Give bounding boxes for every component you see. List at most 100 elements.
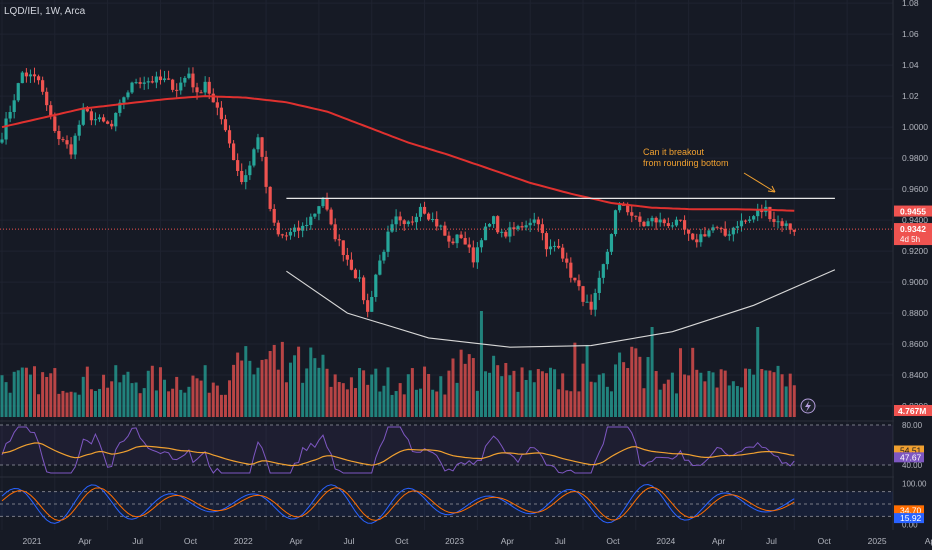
volume-bar bbox=[158, 367, 162, 417]
volume-bar bbox=[126, 371, 130, 417]
candle-body bbox=[366, 300, 370, 312]
volume-bar bbox=[703, 381, 707, 417]
volume-bar bbox=[744, 368, 748, 417]
volume-bar bbox=[528, 370, 532, 417]
symbol-title[interactable]: LQD/IEI, 1W, Arca bbox=[4, 6, 86, 17]
price-axis[interactable]: 1.08 1.06 1.04 1.02 1.0000 0.9800 0.9600 0.9400… bbox=[894, 0, 932, 550]
candle-body bbox=[394, 216, 398, 225]
candle-body bbox=[589, 301, 593, 310]
volume-bar bbox=[557, 389, 561, 417]
candle-body bbox=[471, 247, 475, 263]
candle-body bbox=[756, 209, 760, 217]
volume-bar bbox=[467, 354, 471, 417]
volume-bar bbox=[488, 372, 492, 417]
candle-body bbox=[154, 76, 158, 83]
candle-body bbox=[504, 231, 508, 237]
volume-bar bbox=[707, 370, 711, 417]
candle-body bbox=[16, 83, 20, 101]
volume-bar bbox=[475, 390, 479, 417]
candle-body bbox=[528, 222, 532, 226]
candle-body bbox=[252, 149, 256, 166]
volume-bar bbox=[772, 372, 776, 417]
rsi-label-box-1 bbox=[894, 452, 924, 463]
candle-body bbox=[443, 225, 447, 236]
candle-body bbox=[138, 82, 142, 84]
volume-bar bbox=[565, 390, 569, 417]
volume-bar bbox=[788, 373, 792, 417]
time-axis[interactable]: 2021 Apr Jul Oct 2022 Apr Jul Oct 2023 Apr Jul Oct 2… bbox=[0, 531, 932, 550]
candle-body bbox=[227, 130, 232, 144]
price-tick-3: 1.02 bbox=[902, 91, 919, 101]
lightning-icon[interactable] bbox=[800, 398, 816, 414]
price-tick-7: 0.9400 bbox=[902, 215, 928, 225]
volume-bar bbox=[232, 364, 236, 417]
volume-bar bbox=[219, 394, 223, 417]
candle-body bbox=[122, 97, 126, 103]
candle-body bbox=[788, 223, 792, 230]
volume-bar bbox=[134, 382, 138, 417]
candle-body bbox=[268, 186, 272, 209]
candle-body bbox=[130, 82, 134, 93]
volume-bar bbox=[362, 370, 366, 417]
candle-body bbox=[386, 231, 390, 252]
candle-body bbox=[183, 77, 187, 83]
candle-body bbox=[256, 137, 260, 150]
candle-body bbox=[711, 227, 715, 231]
volume-bar bbox=[423, 366, 427, 417]
candle-body bbox=[601, 264, 605, 278]
volume-bar bbox=[264, 359, 268, 417]
candle-body bbox=[463, 238, 467, 245]
volume-bar bbox=[33, 366, 37, 417]
volume-bar bbox=[500, 376, 504, 417]
candle-body bbox=[662, 219, 666, 224]
volume-bar bbox=[297, 346, 301, 417]
volume-bar bbox=[553, 369, 557, 417]
volume-bar bbox=[654, 371, 658, 417]
volume-bar bbox=[191, 375, 195, 417]
volume-bar bbox=[646, 357, 650, 417]
volume-bar bbox=[142, 388, 146, 417]
rsi-tick-1: 40.00 bbox=[902, 461, 923, 470]
candle-body bbox=[613, 210, 618, 235]
candle-body bbox=[752, 216, 756, 220]
candle-body bbox=[516, 226, 520, 230]
trend-drawings[interactable] bbox=[0, 197, 893, 348]
volume-bar bbox=[122, 374, 126, 417]
volume-bar bbox=[309, 347, 313, 417]
candle-body bbox=[451, 241, 455, 244]
candle-body bbox=[475, 247, 479, 263]
volume-bar bbox=[341, 383, 345, 417]
volume-bar bbox=[179, 389, 183, 417]
volume-bar bbox=[321, 354, 325, 417]
time-tick-4: 2022 bbox=[234, 536, 253, 546]
volume-bar bbox=[614, 364, 618, 417]
candle-body bbox=[166, 78, 171, 80]
candle-body bbox=[110, 123, 114, 127]
lightning-icon-bolt bbox=[805, 401, 811, 412]
candle-body bbox=[32, 74, 37, 77]
candle-body bbox=[784, 223, 788, 226]
volume-bar bbox=[398, 383, 402, 417]
candle-body bbox=[280, 234, 284, 236]
volume-bar bbox=[211, 382, 215, 417]
candle-body bbox=[650, 217, 654, 222]
volume-bar bbox=[280, 341, 284, 417]
candle-body bbox=[747, 219, 752, 221]
candle-body bbox=[240, 170, 244, 183]
price-tick-6: 0.9600 bbox=[902, 184, 928, 194]
volume-bar bbox=[374, 368, 378, 417]
volume-bar bbox=[447, 370, 451, 417]
time-tick-8: 2023 bbox=[445, 536, 464, 546]
candle-body bbox=[768, 206, 772, 220]
candle-body bbox=[341, 240, 345, 255]
volume-bar bbox=[382, 385, 386, 417]
candle-body bbox=[483, 226, 488, 241]
candlesticks[interactable] bbox=[0, 67, 796, 318]
volume-bar bbox=[748, 368, 752, 417]
stoch-label-1: 15.92 bbox=[900, 513, 922, 523]
volume-bar bbox=[207, 392, 211, 417]
volume-bar bbox=[622, 362, 626, 417]
candle-body bbox=[8, 111, 12, 119]
volume-bar bbox=[504, 362, 508, 417]
